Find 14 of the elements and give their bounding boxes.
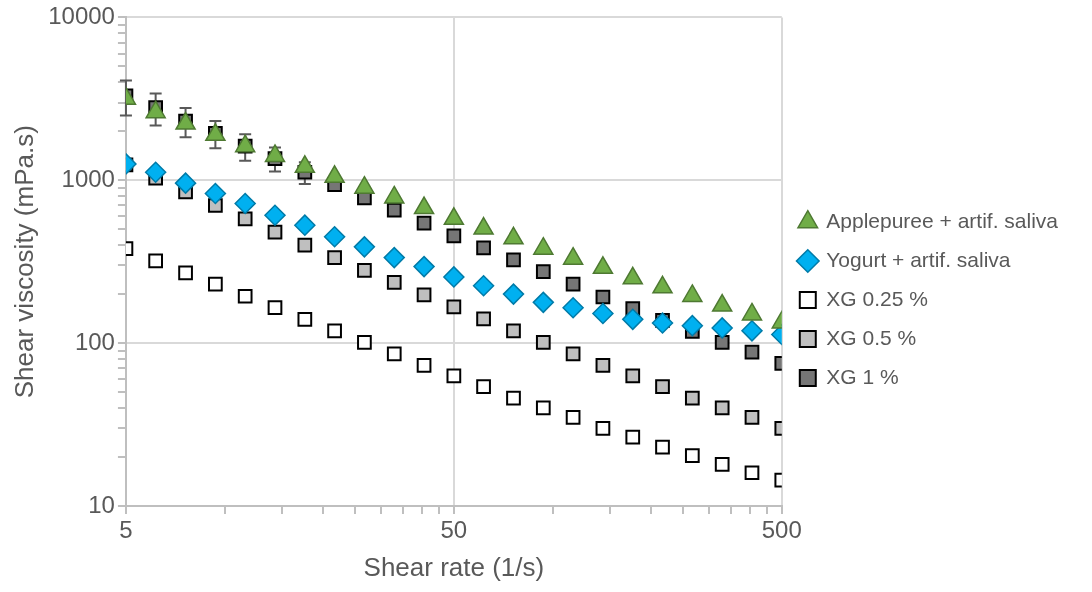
y-tick-label: 100 <box>74 327 115 355</box>
x-tick-label: 5 <box>119 516 133 544</box>
y-axis-title: Shear viscosity (mPa.s) <box>8 125 39 399</box>
x-axis-title: Shear rate (1/s) <box>363 551 545 582</box>
legend-label: Yogurt + artif. saliva <box>826 247 1011 271</box>
y-tick-label: 1000 <box>61 164 115 192</box>
legend-label: Applepuree + artif. saliva <box>826 208 1059 232</box>
x-tick-label: 50 <box>440 516 468 544</box>
y-tick-label: 10 <box>88 490 115 518</box>
x-tick-label: 500 <box>761 516 802 544</box>
legend-label: XG 0.5 % <box>826 325 917 349</box>
legend-label: XG 0.25 % <box>826 286 928 310</box>
legend-label: XG 1 % <box>826 364 899 388</box>
y-tick-label: 10000 <box>48 2 115 30</box>
